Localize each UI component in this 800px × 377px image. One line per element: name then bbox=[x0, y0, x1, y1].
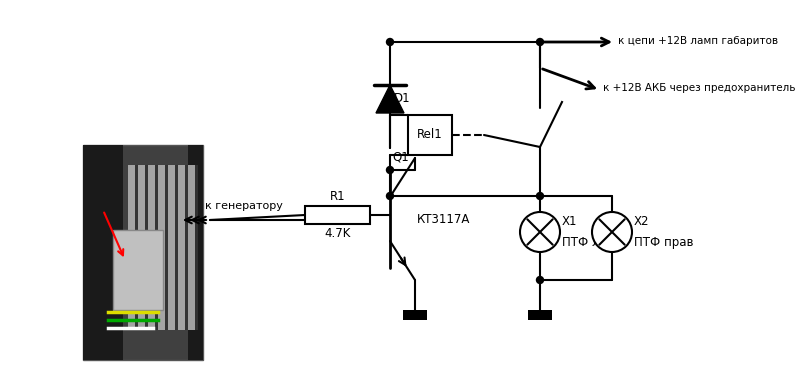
Text: D1: D1 bbox=[394, 92, 410, 106]
Bar bbox=[148, 165, 155, 330]
Circle shape bbox=[592, 212, 632, 252]
Text: ПТФ прав: ПТФ прав bbox=[634, 236, 694, 249]
Bar bbox=[158, 165, 165, 330]
Bar bbox=[168, 165, 175, 330]
Bar bbox=[528, 310, 552, 320]
Bar bbox=[195, 165, 198, 330]
Bar bbox=[155, 165, 158, 330]
Bar bbox=[178, 165, 185, 330]
Bar bbox=[185, 165, 188, 330]
Bar bbox=[175, 165, 178, 330]
Bar bbox=[113, 230, 163, 310]
Bar bbox=[135, 165, 138, 330]
Text: к +12В АКБ через предохранитель: к +12В АКБ через предохранитель bbox=[603, 83, 795, 93]
Bar bbox=[83, 145, 203, 360]
Circle shape bbox=[386, 167, 394, 173]
Circle shape bbox=[537, 276, 543, 284]
Bar bbox=[408, 115, 452, 155]
Text: X2: X2 bbox=[634, 215, 650, 228]
Bar bbox=[403, 310, 427, 320]
Text: КТ3117А: КТ3117А bbox=[417, 213, 470, 226]
Circle shape bbox=[537, 193, 543, 199]
Polygon shape bbox=[376, 85, 404, 113]
Circle shape bbox=[386, 193, 394, 199]
Bar bbox=[138, 165, 145, 330]
Circle shape bbox=[537, 38, 543, 46]
Text: ПТФ лев: ПТФ лев bbox=[562, 236, 614, 249]
Circle shape bbox=[386, 38, 394, 46]
Text: R1: R1 bbox=[330, 190, 346, 203]
Bar bbox=[188, 165, 195, 330]
Text: к цепи +12В ламп габаритов: к цепи +12В ламп габаритов bbox=[618, 36, 778, 46]
Bar bbox=[83, 145, 123, 360]
Bar bbox=[188, 145, 203, 360]
Text: 4.7K: 4.7K bbox=[324, 227, 350, 240]
Circle shape bbox=[520, 212, 560, 252]
Bar bbox=[165, 165, 168, 330]
Bar bbox=[305, 206, 370, 224]
Text: Q1: Q1 bbox=[392, 151, 409, 164]
Text: X1: X1 bbox=[562, 215, 578, 228]
Bar bbox=[145, 165, 148, 330]
Text: к генератору: к генератору bbox=[205, 201, 283, 211]
Bar bbox=[128, 165, 135, 330]
Text: Rel1: Rel1 bbox=[417, 129, 443, 141]
